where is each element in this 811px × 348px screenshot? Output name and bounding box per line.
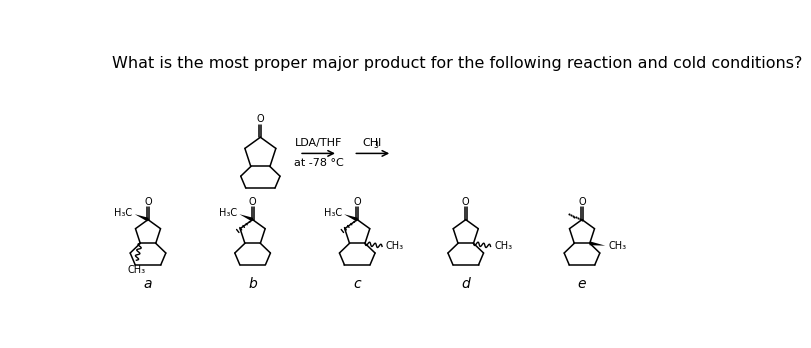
Text: c: c	[353, 277, 361, 291]
Text: O: O	[256, 114, 264, 124]
Text: O: O	[353, 197, 361, 207]
Text: CH₃: CH₃	[127, 265, 145, 275]
Text: 3: 3	[373, 141, 378, 150]
Text: b: b	[248, 277, 257, 291]
Polygon shape	[239, 214, 253, 221]
Text: O: O	[577, 197, 585, 207]
Text: I: I	[378, 138, 381, 148]
Text: at -78 °C: at -78 °C	[294, 158, 343, 168]
Text: CH: CH	[362, 138, 378, 148]
Text: H₃C: H₃C	[114, 208, 132, 219]
Text: H₃C: H₃C	[324, 208, 341, 219]
Text: CH₃: CH₃	[607, 240, 626, 251]
Text: What is the most proper major product for the following reaction and cold condit: What is the most proper major product fo…	[112, 56, 802, 71]
Text: O: O	[248, 197, 256, 207]
Polygon shape	[344, 214, 358, 221]
Text: e: e	[577, 277, 586, 291]
Text: H₃C: H₃C	[219, 208, 237, 219]
Text: a: a	[144, 277, 152, 291]
Text: d: d	[461, 277, 470, 291]
Text: O: O	[144, 197, 152, 207]
Text: LDA/THF: LDA/THF	[294, 138, 341, 148]
Polygon shape	[135, 214, 148, 221]
Text: CH₃: CH₃	[385, 242, 404, 251]
Text: O: O	[461, 197, 469, 207]
Polygon shape	[589, 242, 604, 246]
Text: CH₃: CH₃	[494, 242, 512, 251]
